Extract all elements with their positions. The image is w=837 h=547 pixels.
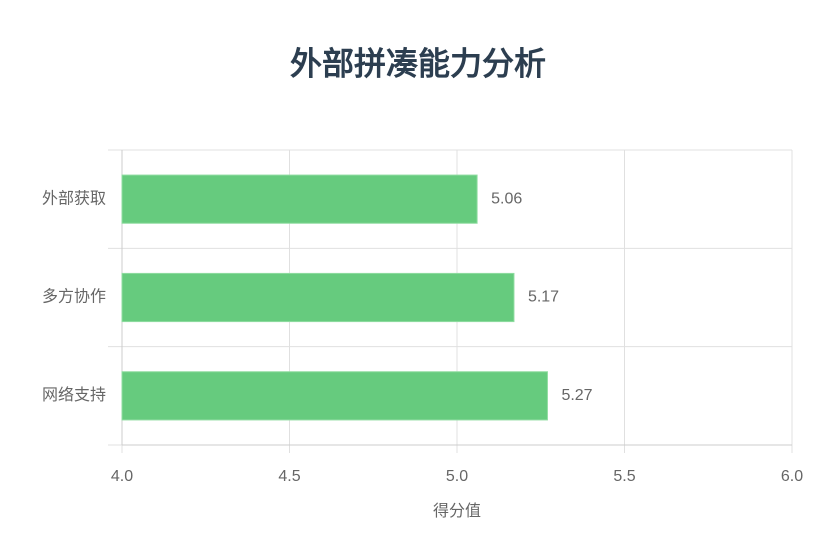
x-tick-label: 5.5 bbox=[613, 468, 635, 485]
y-tick-label: 多方协作 bbox=[42, 288, 106, 306]
bar bbox=[121, 371, 548, 421]
x-axis-label: 得分值 bbox=[433, 502, 481, 520]
value-label: 5.17 bbox=[528, 289, 559, 306]
x-tick-label: 6.0 bbox=[781, 468, 803, 485]
y-tick-label: 网络支持 bbox=[42, 385, 106, 404]
x-tick-label: 4.0 bbox=[111, 468, 133, 485]
x-tick-label: 5.0 bbox=[446, 468, 468, 485]
y-tick-label: 外部获取 bbox=[42, 189, 106, 207]
chart-title: 外部拼凑能力分析 bbox=[290, 45, 546, 81]
value-label: 5.27 bbox=[561, 387, 592, 404]
bar bbox=[121, 174, 478, 224]
value-label: 5.06 bbox=[491, 190, 522, 207]
bar bbox=[121, 272, 515, 323]
x-tick-label: 4.5 bbox=[278, 468, 300, 485]
